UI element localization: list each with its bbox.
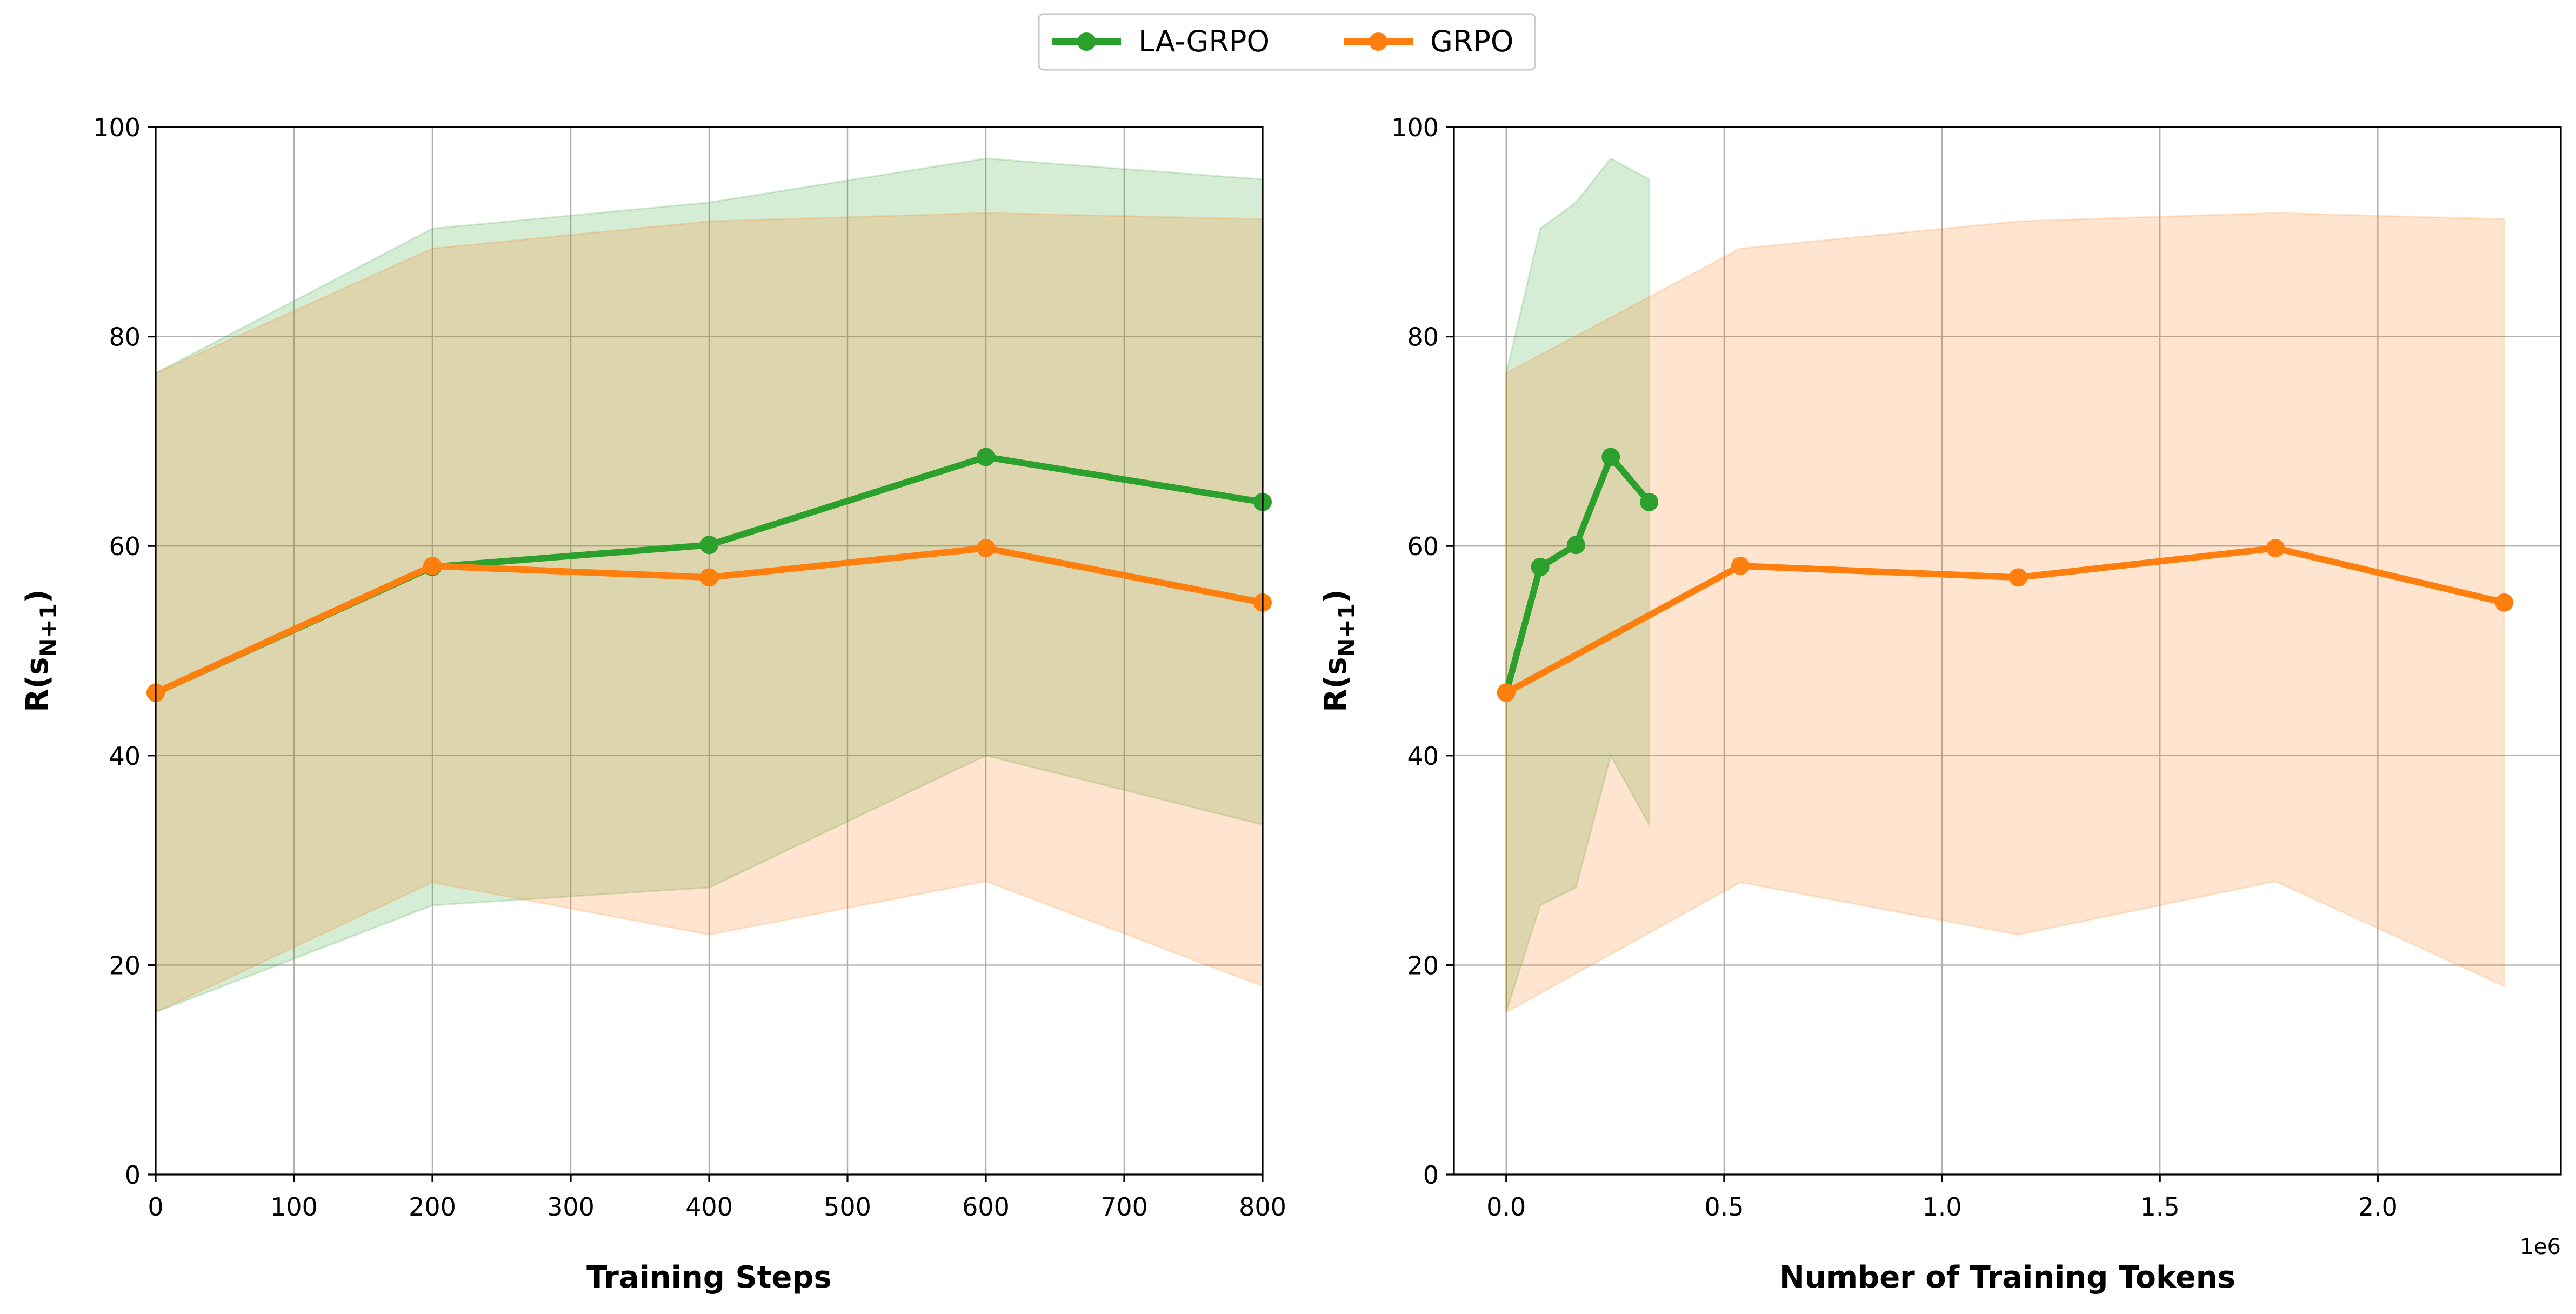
y-tick-label: 60: [1407, 532, 1439, 561]
series-point-1: [2009, 568, 2028, 587]
series-point-1: [1731, 557, 1750, 576]
y-tick-label: 40: [1407, 742, 1439, 771]
x-tick-label: 700: [1100, 1192, 1148, 1222]
series-point-0: [1640, 492, 1659, 511]
y-axis-label: R(sN+1): [1318, 589, 1360, 712]
y-tick-label: 60: [109, 532, 141, 561]
y-tick-label: 100: [1391, 113, 1439, 142]
x-tick-label: 500: [824, 1192, 871, 1222]
legend-swatch-marker: [1369, 32, 1387, 51]
series-band-0: [1505, 157, 1650, 1013]
right-chart-panel: 0.0 0.5 1.0 1.5 2.0 0 20 40 60 80 100 1e6 Number of …: [1318, 113, 2562, 1295]
series-band-1: [155, 212, 1264, 1013]
x-tick-label: 0: [148, 1192, 163, 1222]
y-tick-label: 0: [1423, 1160, 1439, 1190]
y-tick-label: 100: [93, 113, 141, 142]
legend-label: GRPO: [1430, 24, 1513, 58]
x-tick-label: 100: [270, 1192, 318, 1222]
x-tick-label: 1.5: [2140, 1192, 2180, 1222]
x-tick-label: 300: [547, 1192, 595, 1222]
series-point-1: [2495, 593, 2514, 612]
x-tick-label: 2.0: [2358, 1192, 2398, 1222]
legend: LA-GRPO GRPO: [1038, 13, 1536, 71]
x-tick-label: 0.5: [1704, 1192, 1744, 1222]
x-tick-label: 600: [962, 1192, 1010, 1222]
series-point-0: [1566, 536, 1585, 555]
y-axis-label: R(sN+1): [20, 589, 62, 712]
series-point-0: [977, 448, 995, 466]
x-offset-label: 1e6: [2520, 1235, 2561, 1259]
legend-label: LA-GRPO: [1138, 24, 1270, 58]
y-axis-label-close: ): [20, 589, 55, 603]
series-point-0: [1531, 557, 1550, 576]
x-tick-label: 0.0: [1486, 1192, 1526, 1222]
y-tick-label: 40: [109, 742, 141, 771]
series-point-1: [423, 557, 442, 576]
y-tick-label: 0: [125, 1160, 141, 1190]
y-axis-label-subscript: N+1: [1333, 603, 1360, 657]
x-axis-label: Training Steps: [586, 1260, 832, 1295]
y-axis-label-main: R(s: [1318, 657, 1353, 712]
series-point-0: [700, 536, 718, 555]
plot-frame: [1453, 126, 2562, 1176]
y-axis-label-main: R(s: [20, 657, 55, 712]
y-tick-label: 20: [109, 951, 141, 980]
series-point-1: [1497, 683, 1516, 702]
x-tick-label: 1.0: [1922, 1192, 1961, 1222]
y-tick-label: 80: [109, 323, 141, 352]
x-axis-label: Number of Training Tokens: [1779, 1260, 2235, 1295]
y-axis-label-subscript: N+1: [35, 603, 62, 657]
legend-swatch-marker: [1077, 32, 1096, 51]
x-tick-label: 400: [685, 1192, 733, 1222]
y-axis-label-close: ): [1318, 589, 1353, 603]
left-chart-panel: 0 100 200 300 400 500 600 700 800 0 20 40 60 80 100 Tra…: [20, 113, 1286, 1295]
series-band-1: [1505, 212, 2505, 1014]
series-point-1: [700, 568, 718, 587]
series-point-1: [2266, 539, 2285, 558]
series-point-0: [1601, 448, 1620, 466]
series-point-1: [977, 539, 995, 558]
y-tick-label: 20: [1407, 951, 1439, 980]
legend-box: [1038, 13, 1536, 71]
y-tick-label: 80: [1407, 323, 1439, 352]
x-tick-label: 200: [409, 1192, 456, 1222]
x-tick-label: 800: [1239, 1192, 1286, 1222]
